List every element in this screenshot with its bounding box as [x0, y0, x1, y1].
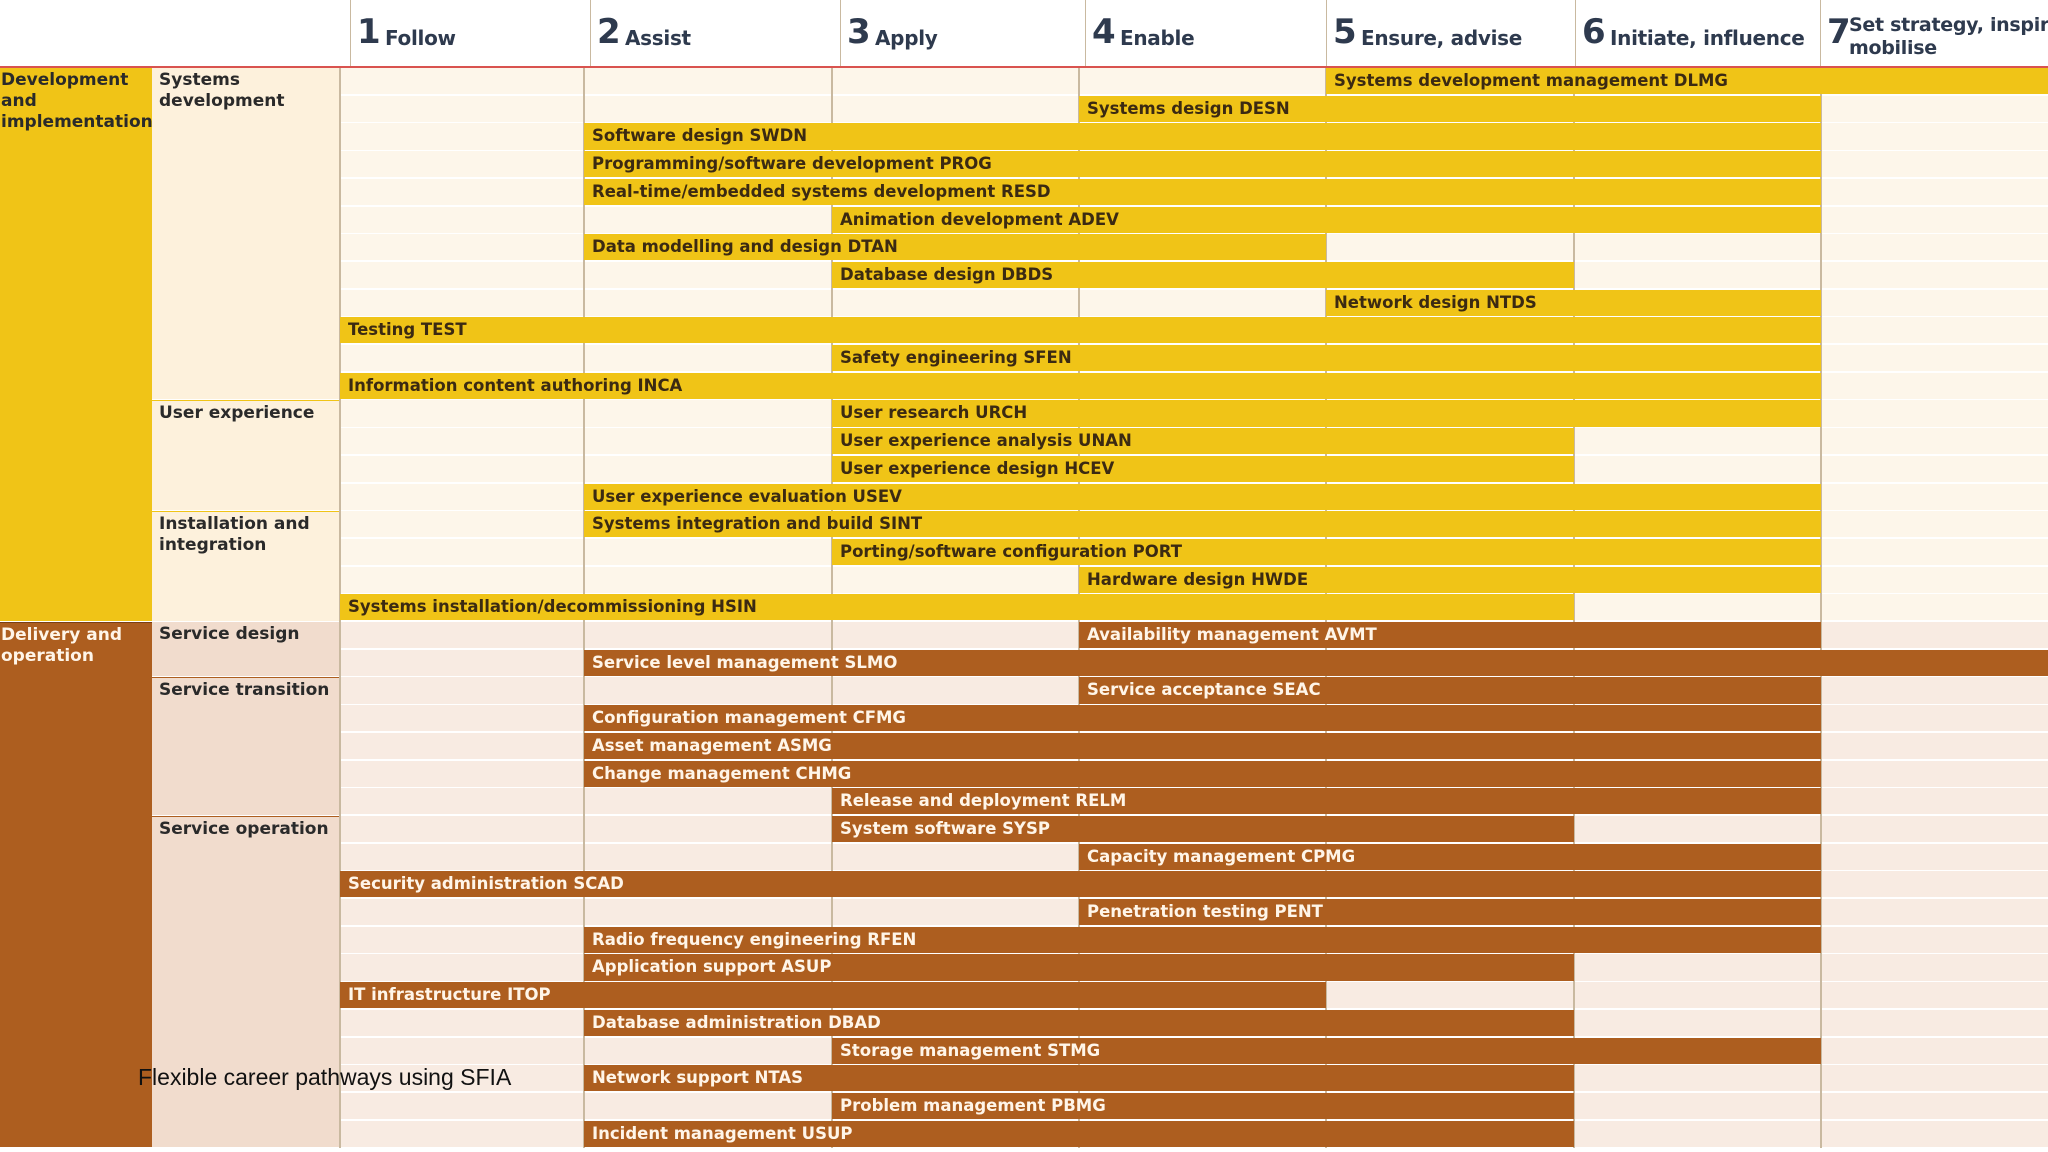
subcategory-label: Service operation — [152, 815, 340, 1148]
skill-bar: Asset management ASMG — [584, 732, 1821, 759]
level-2-header: 2 Assist — [590, 0, 840, 66]
skill-bar: Capacity management CPMG — [1079, 843, 1821, 870]
skill-bar: User experience analysis UNAN — [832, 428, 1574, 455]
skill-bar: Storage management STMG — [832, 1037, 1821, 1064]
skill-bar: Service level management SLMO — [584, 649, 2048, 676]
level-number: 7 — [1827, 12, 1851, 52]
skill-bar: Service acceptance SEAC — [1079, 677, 1821, 704]
category-label: Development and implementation — [0, 68, 153, 621]
level-4-header: 4 Enable — [1085, 0, 1326, 66]
skill-bar: Testing TEST — [340, 317, 1821, 344]
skill-bar: Security administration SCAD — [340, 871, 1821, 898]
subcategory-label: Installation and integration — [152, 511, 340, 621]
caption: Flexible career pathways using SFIA — [138, 1064, 512, 1090]
skill-bar: Network design NTDS — [1326, 289, 1821, 316]
level-label: Follow — [385, 26, 456, 50]
skill-bar: Problem management PBMG — [832, 1092, 1574, 1120]
level-number: 2 — [597, 12, 621, 52]
skill-bar: Network support NTAS — [584, 1065, 1574, 1092]
level-label: Initiate, influence — [1610, 26, 1805, 50]
level-1-header: 1 Follow — [350, 0, 590, 66]
skill-bar: Hardware design HWDE — [1079, 566, 1821, 593]
skill-bar: Information content authoring INCA — [340, 372, 1821, 399]
category-label: Delivery and operation — [0, 622, 152, 1148]
level-number: 6 — [1582, 12, 1606, 52]
skill-bar: Database design DBDS — [832, 261, 1574, 289]
level-label: Apply — [875, 26, 938, 50]
skill-bar: Porting/software configuration PORT — [832, 538, 1821, 566]
level-label: Assist — [625, 26, 691, 50]
skill-bar: Application support ASUP — [584, 954, 1574, 981]
skill-bar: Radio frequency engineering RFEN — [584, 926, 1821, 953]
skill-bar: IT infrastructure ITOP — [340, 982, 1326, 1009]
level-number: 5 — [1333, 12, 1357, 52]
skill-bar: Penetration testing PENT — [1079, 899, 1821, 926]
skill-bar: System software SYSP — [832, 815, 1574, 843]
level-label: Enable — [1120, 26, 1195, 50]
subcategory-label: Service transition — [152, 677, 340, 815]
skill-bar: Systems design DESN — [1079, 95, 1821, 122]
skill-bar: User experience design HCEV — [832, 455, 1574, 482]
subcategory-label: User experience — [152, 400, 340, 511]
skill-bar: Programming/software development PROG — [584, 151, 1821, 178]
skill-bar: Real-time/embedded systems development R… — [584, 178, 1821, 205]
level-number: 1 — [357, 12, 381, 52]
skill-bar: Data modelling and design DTAN — [584, 234, 1326, 261]
level-3-header: 3 Apply — [840, 0, 1085, 66]
skill-bar: Systems development management DLMG — [1326, 68, 2048, 95]
skill-bar: Animation development ADEV — [832, 206, 1821, 233]
subcategory-label: Service design — [152, 622, 340, 677]
level-label: Set strategy, inspire, mobilise — [1849, 14, 2048, 59]
skill-bar: Incident management USUP — [584, 1120, 1574, 1147]
level-number: 3 — [847, 12, 871, 52]
subcategory-label: Systems development — [152, 68, 340, 400]
level-7-header: 7 Set strategy, inspire, mobilise — [1820, 0, 2048, 66]
skill-bar: User experience evaluation USEV — [584, 483, 1821, 510]
skill-bar: Systems integration and build SINT — [584, 511, 1821, 538]
skill-bar: Database administration DBAD — [584, 1009, 1574, 1036]
level-6-header: 6 Initiate, influence — [1575, 0, 1820, 66]
skill-bar: User research URCH — [832, 400, 1821, 427]
skill-bar: Safety engineering SFEN — [832, 345, 1821, 372]
level-divider — [1820, 68, 1822, 1149]
level-label: Ensure, advise — [1361, 26, 1523, 50]
skill-bar: Availability management AVMT — [1079, 622, 1821, 649]
level-number: 4 — [1092, 12, 1116, 52]
skill-bar: Change management CHMG — [584, 760, 1821, 787]
level-5-header: 5 Ensure, advise — [1326, 0, 1575, 66]
skill-bar: Release and deployment RELM — [832, 788, 1821, 815]
skill-bar: Configuration management CFMG — [584, 705, 1821, 732]
skill-bar: Systems installation/decommissioning HSI… — [340, 594, 1574, 621]
header-rule — [0, 66, 2048, 68]
level-divider — [339, 68, 341, 1149]
skill-bar: Software design SWDN — [584, 123, 1821, 150]
